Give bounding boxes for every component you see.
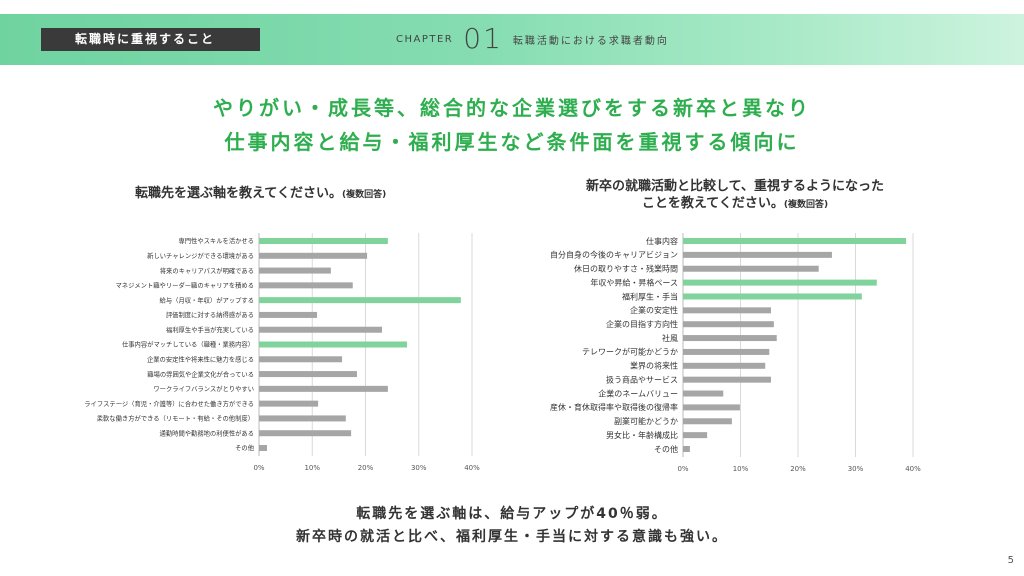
chart-1-tick-label: 0% xyxy=(253,464,264,472)
section-tag: 転職時に重視すること xyxy=(41,28,260,51)
chart-1-tick-label: 40% xyxy=(464,464,480,472)
chart-1-bar xyxy=(259,385,388,392)
chart-1-bar xyxy=(259,371,357,378)
chart-2-category-label: テレワークが可能かどうか xyxy=(582,347,678,357)
headline-line-2: 仕事内容と給与・福利厚生など条件面を重視する傾向に xyxy=(224,130,800,154)
chart-1-category-label: 将来のキャリアパスが明確である xyxy=(160,266,254,275)
chart-2-tick-label: 20% xyxy=(790,465,806,473)
chart-2-bar xyxy=(683,390,724,397)
chart-1-bar xyxy=(259,311,318,318)
chart-2-bar xyxy=(683,348,770,355)
chart-2-category-label: 男女比・年齢構成比 xyxy=(606,430,678,440)
chart-1-category-label: ライフステージ（育児・介護等）に合わせた働き方ができる xyxy=(84,399,254,408)
chart-2-category-label: 自分自身の今後のキャリアビジョン xyxy=(550,250,678,260)
chart-1-bar xyxy=(259,252,368,259)
chart-1-category-label: 仕事内容がマッチしている（職種・業務内容） xyxy=(122,340,254,349)
chart-2-category-label: その他 xyxy=(654,444,678,454)
chart-1-bar xyxy=(259,267,331,274)
chart-2-tick-label: 30% xyxy=(848,465,864,473)
chart-1-bar xyxy=(259,297,461,304)
chart-2-bar xyxy=(683,376,771,383)
chart-2-bar xyxy=(683,293,862,300)
chapter-number: 01 xyxy=(463,22,503,55)
headline-line-1: やりがい・成長等、総合的な企業選びをする新卒と異なり xyxy=(213,96,811,120)
chart-1-bar xyxy=(259,430,352,437)
chart-1-category-label: 柔軟な働き方ができる（リモート・有給・その他制度） xyxy=(97,414,254,423)
chart-1-bar xyxy=(259,356,343,363)
chart-2-category-label: 企業の目指す方向性 xyxy=(606,319,678,329)
chart-1-category-label: 専門性やスキルを活かせる xyxy=(178,236,254,245)
chart-1-tick-label: 30% xyxy=(411,464,427,472)
chart-1-bar xyxy=(259,341,408,348)
chart-2-tick-label: 10% xyxy=(733,465,749,473)
chart-2-category-label: 業界の将来性 xyxy=(630,361,678,371)
chart-2-category-label: 年収や昇給・昇格ペース xyxy=(590,277,678,287)
chart-1-category-label: 評価制度に対する納得感がある xyxy=(166,310,254,319)
chart-1-bar xyxy=(259,282,353,289)
chart-2-bar xyxy=(683,265,819,272)
chart-2-category-label: 福利厚生・手当 xyxy=(622,291,678,301)
chart-1-category-label: 職場の雰囲気や企業文化が合っている xyxy=(147,369,254,378)
chart-1-bar xyxy=(259,238,388,244)
chart-2-tick-label: 0% xyxy=(677,465,688,473)
chart-1-bar xyxy=(259,415,346,422)
chart-2-bar xyxy=(683,432,708,439)
chart-1-category-label: マネジメント職やリーダー職のキャリアを積める xyxy=(115,281,254,290)
chart-1-category-label: 企業の安定性や将来性に魅力を感じる xyxy=(147,354,254,363)
chart-2-bar xyxy=(683,335,777,342)
chart-1-category-label: 給与（月収・年収）がアップする xyxy=(160,295,254,304)
chart-1-category-label: 福利厚生や手当が充実している xyxy=(166,325,254,334)
chart-1-bar xyxy=(259,445,267,451)
chart-2-category-label: 産休・育休取得率や取得後の復帰率 xyxy=(550,402,678,412)
chart-1-tick-label: 10% xyxy=(304,464,320,472)
chart-1-category-label: その他 xyxy=(235,443,255,452)
chart-1-title: 転職先を選ぶ軸を教えてください。(複数回答) xyxy=(135,186,387,201)
chart-2-bar xyxy=(683,404,740,411)
chart-2-bar xyxy=(683,418,732,425)
chart-1-bar xyxy=(259,400,319,407)
chart-2-category-label: 社風 xyxy=(662,333,678,343)
chart-2-category-label: 休日の取りやすさ・残業時間 xyxy=(574,264,678,274)
chart-2-bar xyxy=(683,251,832,258)
chart-2-bar xyxy=(683,362,766,369)
chart-1-category-label: 新しいチャレンジができる環境がある xyxy=(147,251,254,260)
summary-line-2: 新卒時の就活と比べ、福利厚生・手当に対する意識も強い。 xyxy=(296,529,728,545)
chart-2-category-label: 企業の安定性 xyxy=(630,305,678,315)
page-number: 5 xyxy=(1007,555,1014,566)
chart-1-tick-label: 20% xyxy=(358,464,374,472)
chart-2-category-label: 副業可能かどうか xyxy=(614,416,678,426)
chart-2-bar xyxy=(683,238,907,244)
summary-line-1: 転職先を選ぶ軸は、給与アップが40％弱。 xyxy=(356,506,668,522)
chapter-heading: CHAPTER 01 転職活動における求職者動向 xyxy=(396,24,669,54)
chart-2-bar xyxy=(683,446,690,452)
chart-2-bar xyxy=(683,321,774,328)
chart-2-tick-label: 40% xyxy=(905,465,921,473)
chapter-label: CHAPTER xyxy=(396,33,454,45)
chart-1-category-label: 通勤時間や勤務地の利便性がある xyxy=(160,428,254,437)
chart-2-bar xyxy=(683,307,771,314)
chart-2-bar xyxy=(683,279,877,286)
chart-1-bar xyxy=(259,326,383,333)
chart-2-category-label: 仕事内容 xyxy=(646,236,678,246)
chapter-title: 転職活動における求職者動向 xyxy=(512,35,669,47)
chart-2-category-label: 企業のネームバリュー xyxy=(598,388,678,398)
chart-2-category-label: 扱う商品やサービス xyxy=(606,374,678,384)
chart-2-title: 新卒の就職活動と比較して、重視するようになった ことを教えてください。(複数回答) xyxy=(586,179,884,211)
chart-1-category-label: ワークライフバランスがとりやすい xyxy=(153,384,254,393)
